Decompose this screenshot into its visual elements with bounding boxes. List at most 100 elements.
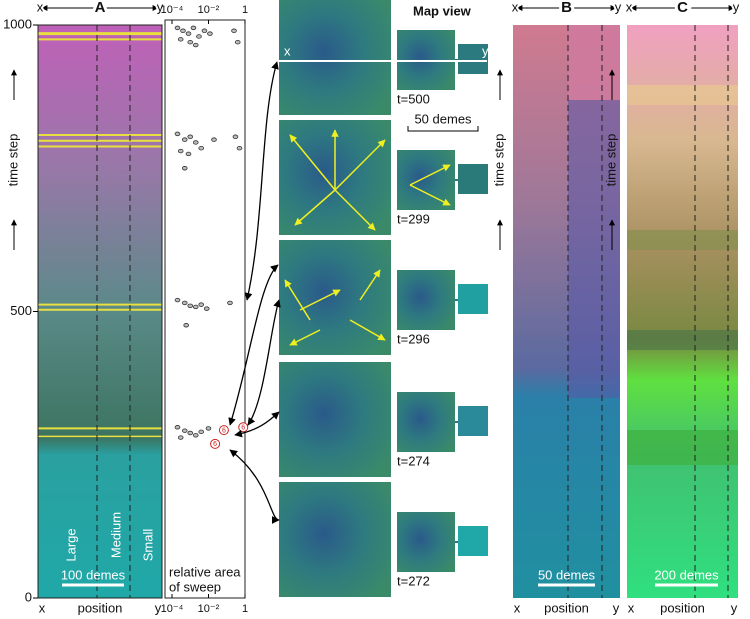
y-axis-label: time step [603, 134, 618, 187]
y-tick-label: 0 [25, 589, 32, 604]
sweep-point [187, 134, 194, 139]
sweep-point [177, 37, 184, 42]
region-label: Medium [108, 512, 123, 558]
x-tick-label: 10⁻² [198, 603, 220, 615]
map-thumb-small [458, 284, 488, 314]
sweep-point [232, 134, 239, 139]
x-axis-label: relative area [169, 564, 241, 579]
end-label: x [514, 600, 521, 615]
region-label: Large [63, 528, 78, 561]
scale-bar-label: 50 demes [538, 567, 596, 582]
map-thumb-small [458, 526, 488, 556]
sweep-point [234, 39, 241, 45]
panel-label: A [95, 0, 106, 16]
scale-bar [407, 126, 479, 132]
flow-arrow [299, 289, 341, 311]
map-image [279, 482, 391, 597]
link-arrow [234, 411, 280, 438]
flow-arrow [289, 134, 336, 191]
sweep-point [201, 28, 208, 33]
sweep-point [231, 28, 237, 33]
sweep-point [177, 435, 184, 440]
flow-arrow [334, 139, 386, 191]
panel-b-block [568, 100, 620, 398]
map-thumb-small [458, 406, 488, 436]
sweep-point [174, 131, 181, 137]
x-axis-label: of sweep [169, 579, 221, 594]
panel-c-band [627, 330, 738, 350]
sweep-point [177, 148, 184, 154]
sweep-point [198, 145, 205, 151]
map-image [279, 0, 391, 115]
sweep-point [192, 42, 199, 48]
sweep-point [187, 430, 194, 436]
sweep-point [236, 145, 243, 151]
flow-arrow [409, 184, 451, 206]
scale-bar-label: 100 demes [61, 567, 126, 582]
sweep-point [192, 140, 199, 145]
scale-bar-label: 200 demes [654, 567, 719, 582]
x-tick-label: 10⁻⁴ [161, 4, 184, 16]
snapshot-label: t=296 [397, 331, 430, 346]
transect-end: y [482, 43, 489, 58]
sweep-point [198, 429, 205, 435]
map-thumb [397, 150, 455, 210]
end-label: x [626, 0, 633, 14]
x-tick-label: 1 [242, 603, 248, 615]
end-label: y [155, 600, 162, 615]
end-label: x [39, 600, 46, 615]
sweep-point [181, 428, 188, 433]
sweep-point [227, 300, 233, 306]
x-tick-label: 10⁻⁴ [161, 603, 184, 615]
sweep-point [181, 166, 188, 171]
snapshot-label: t=274 [397, 453, 430, 468]
end-label: y [733, 0, 740, 14]
map-image [279, 362, 391, 477]
sweep-point [207, 31, 213, 36]
sweep-point [190, 25, 197, 31]
map-thumb [397, 392, 455, 452]
flow-arrow [359, 269, 381, 301]
map-title: Map view [413, 3, 472, 18]
map-thumb [397, 512, 455, 572]
panel-label: B [561, 0, 572, 16]
snapshot-label: t=272 [397, 573, 430, 588]
sweep-point [192, 433, 199, 438]
sweep-point [205, 426, 212, 431]
end-label: y [613, 600, 620, 615]
end-label: x [512, 0, 519, 14]
link-arrow [247, 299, 281, 426]
scale-bar-label: 50 demes [414, 111, 472, 126]
x-axis-label: position [544, 600, 589, 615]
map-thumb [397, 270, 455, 330]
sweep-point [198, 302, 205, 307]
x-axis-label: position [660, 600, 705, 615]
flow-arrow [349, 319, 386, 341]
y-axis-label: time step [491, 134, 506, 187]
panel-c-image [627, 25, 738, 598]
flow-arrow [289, 329, 321, 346]
sweep-point [181, 137, 188, 142]
x-axis-label: position [78, 600, 123, 615]
end-label: x [37, 0, 44, 14]
panel-c-band [627, 85, 738, 105]
flow-arrow [409, 164, 451, 186]
snapshot-label: t=299 [397, 211, 430, 226]
region-label: Small [140, 529, 155, 562]
sweep-point [183, 323, 190, 328]
snapshot-label: t=500 [397, 91, 430, 106]
flow-arrow [334, 189, 376, 231]
map-thumb-small [458, 164, 488, 194]
panel-c-band [627, 230, 738, 250]
link-arrow [244, 61, 279, 301]
circled-point [218, 425, 229, 436]
panel-b-block [568, 25, 620, 100]
sweep-point [192, 304, 199, 310]
y-tick-label: 1000 [3, 16, 32, 31]
x-tick-label: 10⁻² [198, 4, 220, 16]
panel-label: C [677, 0, 688, 16]
sweep-point [196, 34, 202, 39]
circled-point-label: 6 [222, 427, 226, 434]
sweep-point [185, 151, 192, 157]
